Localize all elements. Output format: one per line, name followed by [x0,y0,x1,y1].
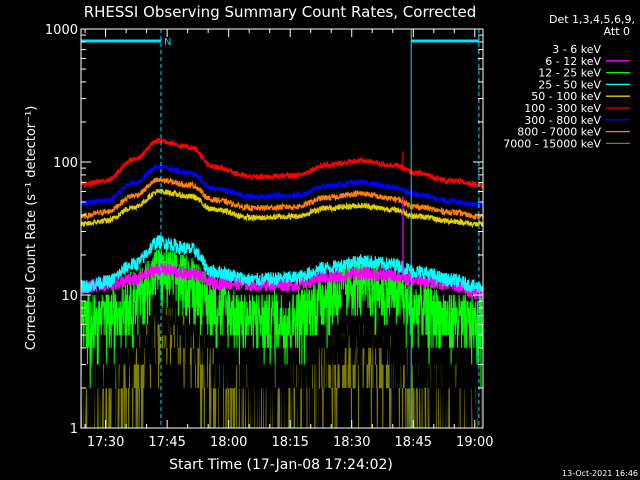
legend-label-12-25-kev: 12 - 25 keV [538,67,601,80]
legend-label-7000-15000-kev: 7000 - 15000 keV [503,137,601,150]
chart-title: RHESSI Observing Summary Count Rates, Co… [84,3,477,21]
plot-frame [80,28,484,429]
legend-header-detectors: Det 1,3,4,5,6,9, [549,13,635,26]
x-tick-label: 17:45 [148,435,185,450]
y-tick-label: 100 [53,156,78,171]
series-line-25-50-kev [80,234,484,294]
plot-area: N [80,29,484,429]
axes: 17:30 17:45 18:00 18:15 18:30 18:45 19:00 1 10 10… [45,23,494,450]
legend-label-300-800-kev: 300 - 800 keV [524,114,601,127]
legend-label-25-50-kev: 25 - 50 keV [538,78,601,91]
series-line-50-100-kev [80,188,484,229]
legend-header-attenuator: Att 0 [604,25,630,38]
legend-label-6-12-kev: 6 - 12 keV [545,55,601,68]
y-axis-label: Corrected Count Rate (s⁻¹ detector⁻¹) [24,106,39,351]
x-tick-label: 18:45 [395,435,432,450]
y-tick-label: 10 [61,289,78,304]
x-tick-label: 17:30 [87,435,124,450]
series-layer [80,137,484,429]
x-tick-label: 18:00 [210,435,247,450]
x-tick-label: 19:00 [456,435,493,450]
y-tick-label: 1000 [45,23,78,38]
legend-label-100-300-kev: 100 - 300 keV [524,102,601,115]
annotation-layer: N [81,29,480,428]
legend-label-50-100-kev: 50 - 100 keV [531,90,601,103]
series-line-800-7000-kev [80,176,484,221]
night-bar-label: N [164,37,171,48]
x-tick-label: 18:15 [271,435,308,450]
y-tick-label: 1 [70,422,78,437]
series-line-100-300-kev [80,137,484,189]
legend-label-3-6-kev: 3 - 6 keV [552,43,601,56]
x-tick-label: 18:30 [333,435,370,450]
legend-label-800-7000-kev: 800 - 7000 keV [517,126,601,139]
series-line-300-800-kev [80,162,484,209]
footer-date: 13-Oct-2021 16:46 [562,469,638,478]
x-axis-label: Start Time (17-Jan-08 17:24:02) [169,457,393,473]
